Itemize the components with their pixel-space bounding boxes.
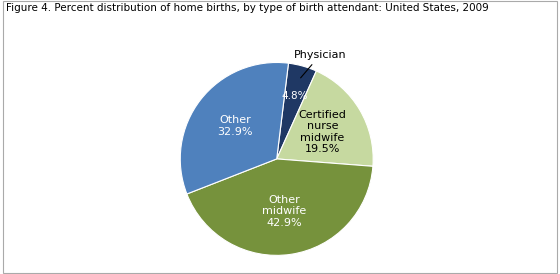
Text: Physician: Physician xyxy=(294,50,347,78)
Text: Figure 4. Percent distribution of home births, by type of birth attendant: Unite: Figure 4. Percent distribution of home b… xyxy=(6,3,488,13)
Wedge shape xyxy=(187,159,373,255)
Wedge shape xyxy=(277,63,316,159)
Text: 4.8%: 4.8% xyxy=(281,91,307,101)
Text: Other
midwife
42.9%: Other midwife 42.9% xyxy=(262,195,306,228)
Wedge shape xyxy=(277,71,373,166)
Wedge shape xyxy=(180,62,288,194)
Text: Certified
nurse
midwife
19.5%: Certified nurse midwife 19.5% xyxy=(298,110,346,154)
Text: Other
32.9%: Other 32.9% xyxy=(217,115,253,137)
